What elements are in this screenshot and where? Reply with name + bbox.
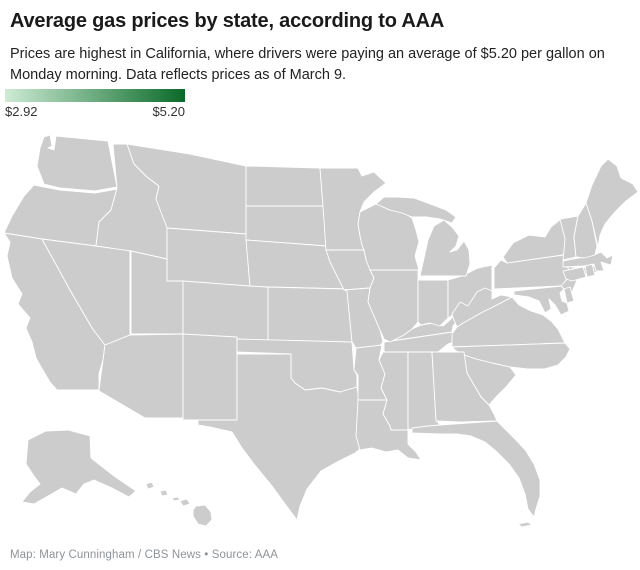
map-header: Average gas prices by state, according t… bbox=[10, 10, 630, 85]
state-virginia[interactable] bbox=[451, 296, 566, 348]
page-title: Average gas prices by state, according t… bbox=[10, 10, 445, 32]
state-north-dakota[interactable] bbox=[245, 165, 324, 207]
state-new-mexico[interactable] bbox=[182, 333, 238, 421]
state-illinois[interactable] bbox=[367, 269, 419, 343]
state-delaware[interactable] bbox=[563, 286, 575, 304]
state-georgia[interactable] bbox=[431, 351, 498, 423]
legend-labels: $2.92 $5.20 bbox=[5, 104, 185, 119]
state-montana[interactable] bbox=[126, 143, 247, 235]
state-alaska[interactable] bbox=[21, 429, 137, 505]
state-michigan[interactable] bbox=[375, 196, 471, 277]
legend-gradient-bar bbox=[5, 89, 185, 102]
state-kansas[interactable] bbox=[267, 286, 353, 343]
state-massachusetts[interactable] bbox=[562, 251, 614, 272]
state-indiana[interactable] bbox=[417, 279, 449, 327]
color-legend: $2.92 $5.20 bbox=[5, 89, 185, 119]
state-texas[interactable] bbox=[197, 353, 371, 521]
us-choropleth-map bbox=[3, 134, 639, 528]
state-florida[interactable] bbox=[411, 420, 541, 528]
state-maryland[interactable] bbox=[513, 285, 570, 316]
state-maine[interactable] bbox=[585, 158, 639, 248]
state-colorado[interactable] bbox=[182, 280, 269, 343]
legend-min-label: $2.92 bbox=[5, 104, 38, 119]
state-hawaii[interactable] bbox=[145, 481, 213, 527]
state-washington[interactable] bbox=[36, 134, 118, 192]
state-south-dakota[interactable] bbox=[245, 205, 328, 247]
legend-max-label: $5.20 bbox=[152, 104, 185, 119]
page-subtitle: Prices are highest in California, where … bbox=[10, 46, 605, 83]
state-arizona[interactable] bbox=[98, 333, 184, 419]
state-connecticut[interactable] bbox=[562, 266, 587, 282]
state-wyoming[interactable] bbox=[166, 227, 251, 288]
map-credit: Map: Mary Cunningham / CBS News • Source… bbox=[10, 549, 279, 561]
